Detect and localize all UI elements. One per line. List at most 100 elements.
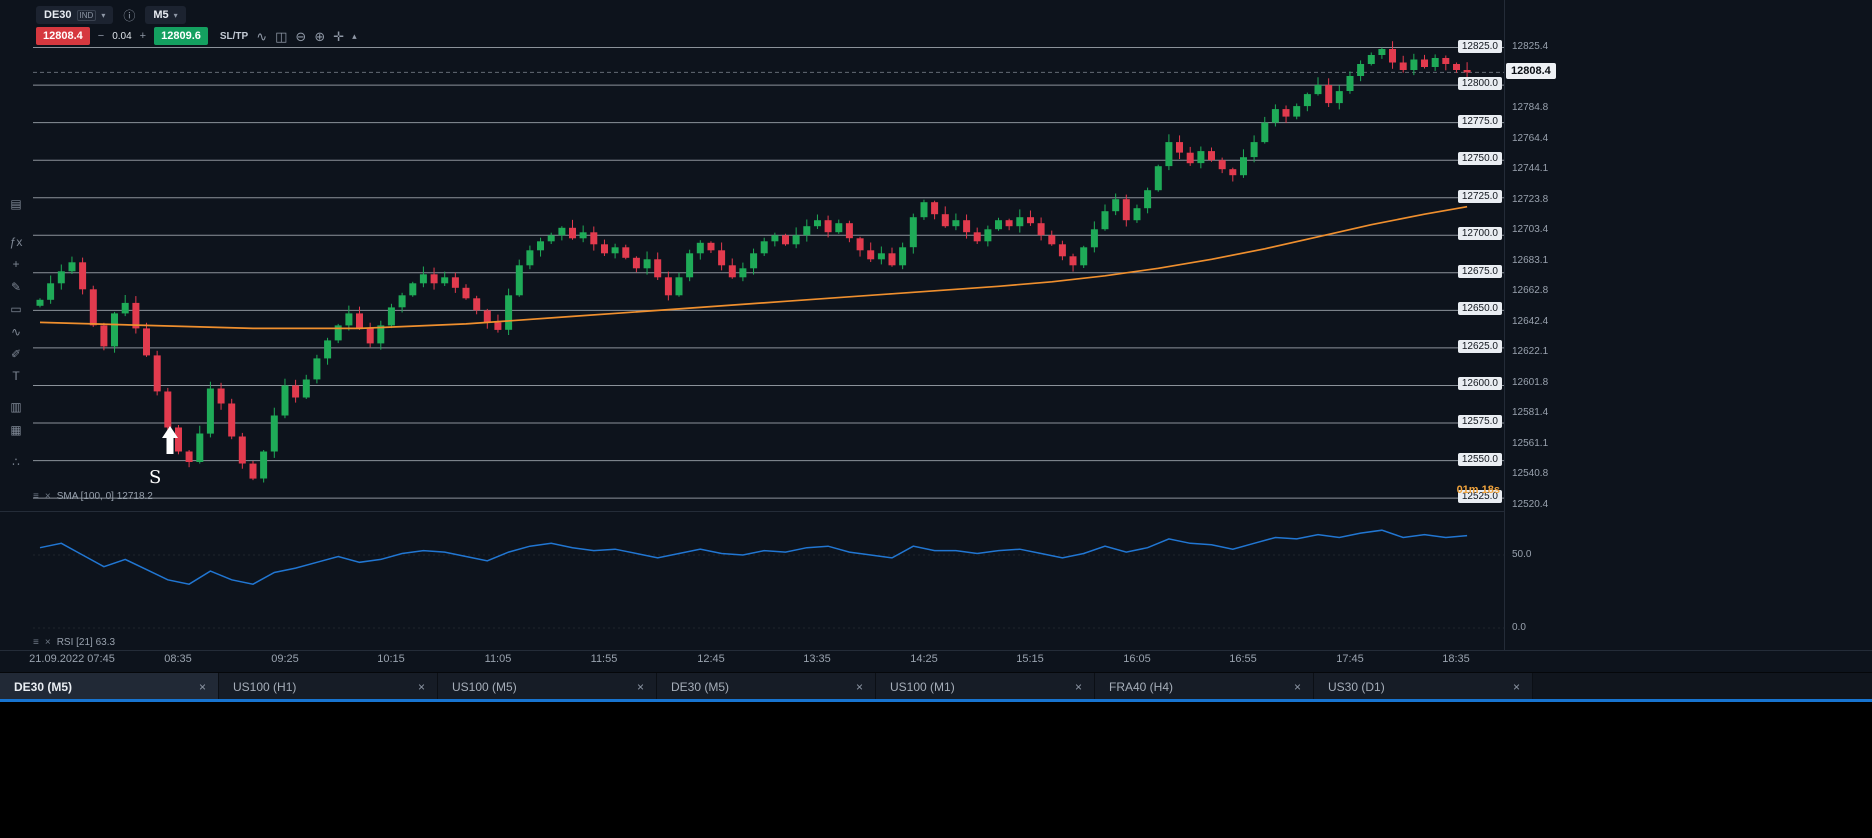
price-level-badge: 12650.0 xyxy=(1457,302,1502,315)
legend-close-icon[interactable]: × xyxy=(44,491,51,502)
tab-close-icon[interactable]: × xyxy=(636,679,644,694)
price-level-badge: 12825.0 xyxy=(1457,40,1502,53)
price-toolbar: 12808.4 − 0.04 + 12809.6 SL/TP ∿ ◫ ⊖ ⊕ ✛… xyxy=(36,27,357,45)
price-tick: 12683.1 xyxy=(1512,255,1549,266)
symbol-name: DE30 xyxy=(44,9,72,21)
price-level-badge: 12525.0 xyxy=(1457,490,1502,503)
buy-button[interactable]: 12809.6 xyxy=(154,27,208,45)
tab-label: US100 (M1) xyxy=(890,679,955,694)
price-level-badge: 12625.0 xyxy=(1457,340,1502,353)
legend-menu-icon[interactable]: ≡ xyxy=(33,637,39,648)
rsi-legend: ≡ × RSI [21] 63.3 xyxy=(33,637,115,648)
rectangle-tool-icon[interactable]: ▭ xyxy=(10,302,22,316)
move-crosshair-icon[interactable]: ✛ xyxy=(333,28,345,44)
sma-legend: ≡ × SMA [100, 0] 12718.2 xyxy=(33,491,153,502)
brush-tool-icon[interactable]: ✐ xyxy=(10,347,22,361)
price-tick: 12703.4 xyxy=(1512,224,1549,235)
chart-tab[interactable]: DE30 (M5) × xyxy=(657,673,876,700)
candle-style-icon[interactable]: ◫ xyxy=(275,28,288,44)
tab-label: DE30 (M5) xyxy=(14,679,73,694)
time-tick: 08:35 xyxy=(164,653,192,665)
sltp-button[interactable]: SL/TP xyxy=(219,30,249,42)
tab-label: FRA40 (H4) xyxy=(1109,679,1174,694)
candle-countdown: 01m 18s xyxy=(1456,484,1500,496)
tab-close-icon[interactable]: × xyxy=(855,679,863,694)
price-tick: 12744.1 xyxy=(1512,163,1549,174)
rsi-tick: 50.0 xyxy=(1512,549,1532,560)
zigzag-tool-icon[interactable]: ∿ xyxy=(10,325,22,339)
time-tick: 11:05 xyxy=(484,653,512,665)
time-tick: 14:25 xyxy=(910,653,938,665)
add-icon[interactable]: + xyxy=(12,257,20,271)
layout-icon[interactable]: ▤ xyxy=(10,197,22,211)
sell-button[interactable]: 12808.4 xyxy=(36,27,90,45)
rsi-legend-text: RSI [21] 63.3 xyxy=(56,637,116,648)
fx-indicator-icon[interactable]: ƒx xyxy=(9,235,23,249)
pencil-icon[interactable]: ✎ xyxy=(10,280,22,294)
signal-arrow-icon xyxy=(162,426,178,454)
price-tick: 12825.4 xyxy=(1512,41,1549,52)
zoom-in-icon[interactable]: ⊕ xyxy=(314,28,326,44)
price-level-badge: 12575.0 xyxy=(1457,415,1502,428)
price-tick: 12540.8 xyxy=(1512,468,1549,479)
text-tool-icon[interactable]: T xyxy=(12,369,20,383)
price-level-badge: 12800.0 xyxy=(1457,77,1502,90)
rsi-tick: 0.0 xyxy=(1512,622,1526,633)
collapse-toolbar-icon[interactable]: ▴ xyxy=(352,30,357,41)
bars-icon[interactable]: ▥ xyxy=(10,400,22,414)
tab-close-icon[interactable]: × xyxy=(1512,679,1520,694)
legend-menu-icon[interactable]: ≡ xyxy=(33,491,39,502)
price-level-badge: 12750.0 xyxy=(1457,152,1502,165)
tab-close-icon[interactable]: × xyxy=(1293,679,1301,694)
chart-tab[interactable]: US100 (M1) × xyxy=(876,673,1095,700)
chevron-down-icon: ▾ xyxy=(173,10,178,20)
price-level-badge: 12550.0 xyxy=(1457,453,1502,466)
tab-label: US30 (D1) xyxy=(1328,679,1385,694)
price-level-badge: 12700.0 xyxy=(1457,227,1502,240)
chevron-down-icon: ▾ xyxy=(101,10,106,20)
tab-close-icon[interactable]: × xyxy=(417,679,425,694)
timeframe-label: M5 xyxy=(153,9,169,21)
current-price-badge: 12808.4 xyxy=(1506,63,1556,79)
price-level-badge: 12725.0 xyxy=(1457,190,1502,203)
chart-tab[interactable]: DE30 (M5) × xyxy=(0,673,219,700)
chart-canvas[interactable] xyxy=(0,0,1872,672)
price-tick: 12622.1 xyxy=(1512,346,1549,357)
timeframe-selector[interactable]: M5 ▾ xyxy=(145,6,186,24)
instrument-type-badge: IND xyxy=(76,9,97,21)
legend-close-icon[interactable]: × xyxy=(44,637,51,648)
share-icon[interactable]: ∴ xyxy=(12,455,20,469)
info-icon[interactable]: ⓘ xyxy=(123,8,136,23)
sma-legend-text: SMA [100, 0] 12718.2 xyxy=(56,491,153,502)
price-level-badge: 12600.0 xyxy=(1457,377,1502,390)
price-tick: 12723.8 xyxy=(1512,194,1549,205)
zoom-out-icon[interactable]: ⊖ xyxy=(295,28,307,44)
minus-icon[interactable]: − xyxy=(97,30,105,42)
tab-close-icon[interactable]: × xyxy=(198,679,206,694)
price-tick: 12581.4 xyxy=(1512,407,1549,418)
tab-close-icon[interactable]: × xyxy=(1074,679,1082,694)
time-tick: 12:45 xyxy=(697,653,725,665)
chart-tab[interactable]: FRA40 (H4) × xyxy=(1095,673,1314,700)
time-tick: 16:55 xyxy=(1229,653,1257,665)
chart-tab[interactable]: US100 (H1) × xyxy=(219,673,438,700)
price-tick: 12601.8 xyxy=(1512,377,1549,388)
signal-annotation-label: S xyxy=(149,467,162,488)
chart-tab[interactable]: US30 (D1) × xyxy=(1314,673,1533,700)
time-tick: 16:05 xyxy=(1123,653,1151,665)
tab-label: DE30 (M5) xyxy=(671,679,730,694)
price-tick: 12662.8 xyxy=(1512,285,1549,296)
plus-icon[interactable]: + xyxy=(139,30,147,42)
price-tick: 12642.4 xyxy=(1512,316,1549,327)
price-tick: 12784.8 xyxy=(1512,102,1549,113)
layers-icon[interactable]: ▦ xyxy=(10,423,22,437)
instrument-toolbar: DE30 IND ▾ ⓘ M5 ▾ xyxy=(36,6,186,24)
symbol-selector[interactable]: DE30 IND ▾ xyxy=(36,6,114,24)
price-tick: 12520.4 xyxy=(1512,499,1549,510)
trend-line-icon[interactable]: ∿ xyxy=(256,28,268,44)
chart-area: DE30 IND ▾ ⓘ M5 ▾ 12808.4 − 0.04 + 12809… xyxy=(0,0,1872,672)
chart-tabs-bar: DE30 (M5) × US100 (H1) × US100 (M5) × DE30 (M5… xyxy=(0,672,1872,700)
chart-tab[interactable]: US100 (M5) × xyxy=(438,673,657,700)
empty-footer xyxy=(0,702,1872,838)
